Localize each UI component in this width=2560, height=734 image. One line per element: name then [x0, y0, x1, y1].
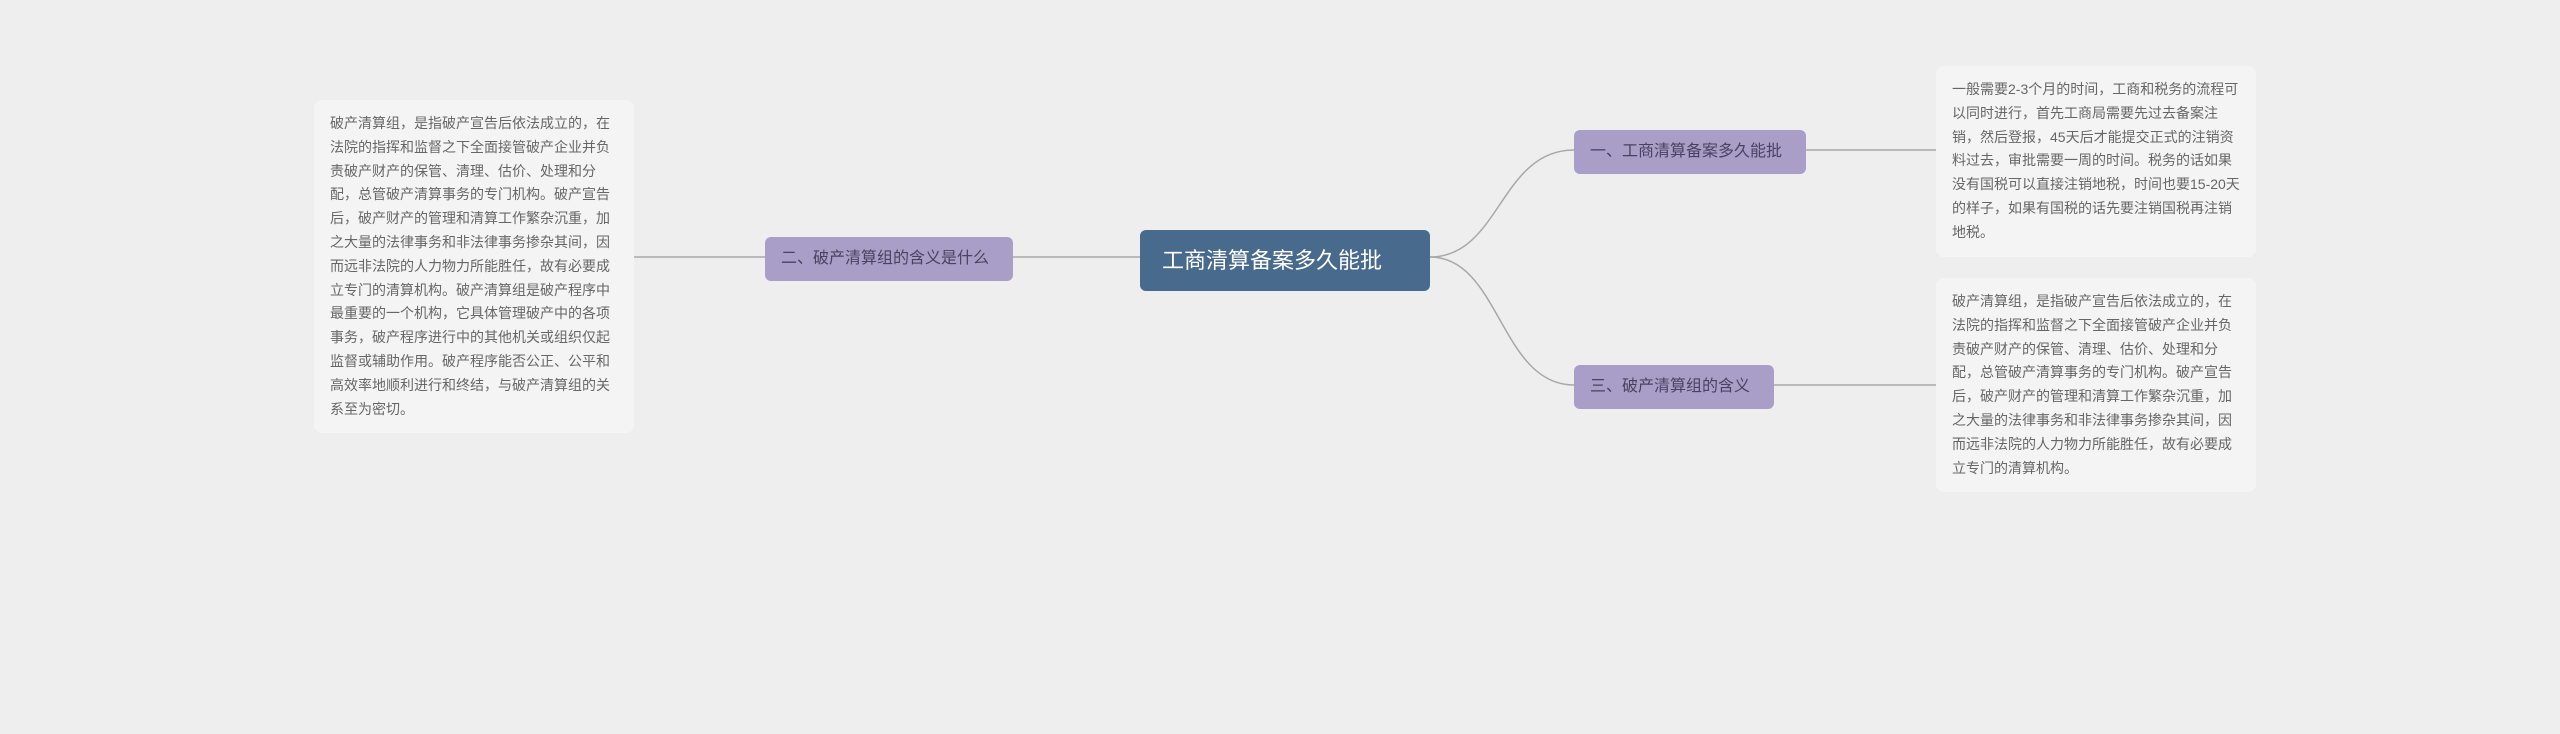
leaf-node-1: 一般需要2-3个月的时间，工商和税务的流程可以同时进行，首先工商局需要先过去备案…: [1936, 66, 2256, 257]
leaf-node-2: 破产清算组，是指破产宣告后依法成立的，在法院的指挥和监督之下全面接管破产企业并负…: [314, 100, 634, 433]
branch-node-1[interactable]: 一、工商清算备案多久能批: [1574, 130, 1806, 174]
leaf-node-3: 破产清算组，是指破产宣告后依法成立的，在法院的指挥和监督之下全面接管破产企业并负…: [1936, 278, 2256, 492]
branch-node-2[interactable]: 二、破产清算组的含义是什么: [765, 237, 1013, 281]
root-node[interactable]: 工商清算备案多久能批: [1140, 230, 1430, 291]
branch-node-3[interactable]: 三、破产清算组的含义: [1574, 365, 1774, 409]
